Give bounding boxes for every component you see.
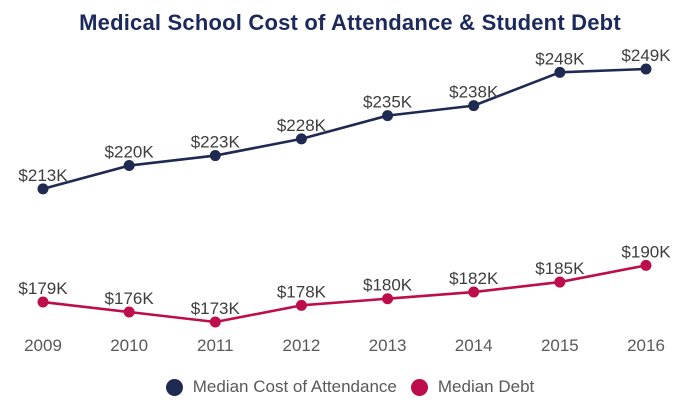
debt-point <box>123 306 135 318</box>
cost-point <box>382 110 394 122</box>
x-axis-label: 2012 <box>283 336 321 355</box>
legend-label-cost: Median Cost of Attendance <box>192 377 397 396</box>
debt-point <box>295 299 307 311</box>
cost-point <box>640 63 652 75</box>
debt-point <box>640 259 652 271</box>
legend-dot-debt-icon <box>410 378 428 396</box>
debt-point <box>554 276 566 288</box>
debt-point <box>468 286 480 298</box>
cost-point <box>37 183 49 195</box>
legend-item-cost: Median Cost of Attendance <box>165 377 397 397</box>
cost-point <box>554 66 566 78</box>
cost-point <box>295 133 307 145</box>
debt-data-label: $190K <box>621 242 671 261</box>
debt-point <box>37 296 49 308</box>
chart-title: Medical School Cost of Attendance & Stud… <box>79 10 621 35</box>
debt-data-label: $185K <box>535 259 585 278</box>
legend-dot-cost-icon <box>165 378 183 396</box>
cost-data-label: $220K <box>105 143 155 162</box>
x-axis-label: 2010 <box>110 336 148 355</box>
cost-data-label: $248K <box>535 49 585 68</box>
x-axis-label: 2014 <box>455 336 493 355</box>
debt-data-label: $180K <box>363 276 413 295</box>
cost-data-label: $213K <box>18 166 68 185</box>
debt-data-label: $179K <box>18 279 68 298</box>
legend: Median Cost of Attendance Median Debt <box>0 377 700 397</box>
cost-point <box>468 100 480 112</box>
cost-point <box>123 160 135 172</box>
debt-data-label: $178K <box>277 282 327 301</box>
x-axis-label: 2016 <box>627 336 665 355</box>
debt-data-label: $182K <box>449 269 499 288</box>
cost-line <box>42 67 647 191</box>
x-axis-label: 2013 <box>369 336 407 355</box>
x-axis-label: 2015 <box>541 336 579 355</box>
cost-data-label: $249K <box>621 46 671 65</box>
legend-label-debt: Median Debt <box>437 377 535 396</box>
debt-data-label: $176K <box>105 289 155 308</box>
legend-item-debt: Median Debt <box>410 377 535 397</box>
debt-data-label: $173K <box>191 299 241 318</box>
cost-point <box>209 150 221 162</box>
cost-data-label: $235K <box>363 93 413 112</box>
debt-point <box>382 293 394 305</box>
x-axis-label: 2009 <box>24 336 62 355</box>
debt-point <box>209 316 221 328</box>
cost-data-label: $223K <box>191 133 241 152</box>
debt-line <box>42 264 647 324</box>
cost-data-label: $238K <box>449 83 499 102</box>
cost-data-label: $228K <box>277 116 327 135</box>
x-axis-label: 2011 <box>197 336 234 355</box>
